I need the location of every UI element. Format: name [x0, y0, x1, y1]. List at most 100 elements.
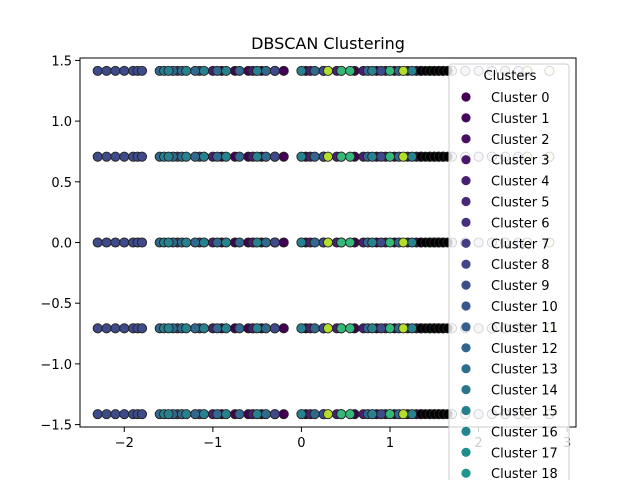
data-point — [296, 409, 307, 420]
data-point — [212, 151, 223, 162]
data-point — [163, 323, 174, 334]
data-point — [407, 409, 418, 420]
data-point — [221, 237, 232, 248]
x-tick-label: 1 — [386, 436, 394, 451]
legend-marker — [461, 385, 471, 395]
data-point — [376, 323, 387, 334]
data-point — [309, 151, 320, 162]
data-point — [376, 237, 387, 248]
data-point — [119, 65, 130, 76]
data-point — [336, 409, 347, 420]
data-point — [260, 237, 272, 248]
data-point — [345, 65, 356, 76]
legend-label: Cluster 17 — [491, 446, 558, 461]
legend-marker — [461, 196, 471, 207]
data-point — [322, 65, 334, 76]
legend-label: Cluster 7 — [491, 237, 550, 252]
data-point — [367, 151, 378, 162]
legend-label: Cluster 18 — [491, 467, 558, 480]
data-point — [198, 151, 210, 162]
data-point — [322, 237, 334, 248]
y-tick-label: 0.0 — [51, 237, 72, 252]
data-point — [278, 237, 289, 248]
data-point — [398, 65, 409, 76]
data-point — [110, 65, 121, 76]
legend-label: Cluster 0 — [491, 91, 550, 106]
legend-marker — [461, 343, 471, 353]
data-point — [181, 237, 192, 248]
legend-marker — [461, 113, 471, 123]
legend-label: Cluster 2 — [491, 133, 550, 148]
data-point — [296, 65, 307, 76]
legend-label: Cluster 11 — [491, 321, 558, 336]
data-point — [407, 237, 418, 248]
data-point — [345, 323, 356, 334]
data-point — [212, 409, 223, 420]
data-point — [345, 409, 356, 420]
legend-box — [448, 63, 570, 480]
data-point — [92, 323, 103, 334]
data-point — [110, 237, 121, 248]
data-point — [345, 151, 356, 162]
data-point — [252, 237, 263, 248]
data-point — [136, 237, 148, 248]
legend-marker — [461, 301, 471, 311]
data-point — [252, 409, 263, 420]
data-point — [269, 237, 280, 248]
data-point — [398, 237, 409, 248]
data-point — [92, 237, 103, 248]
legend-title: Clusters — [484, 69, 537, 84]
data-point — [181, 323, 192, 334]
data-point — [212, 237, 223, 248]
data-point — [278, 151, 289, 162]
data-point — [190, 323, 201, 334]
legend-marker — [461, 92, 471, 102]
data-point — [398, 151, 409, 162]
legend-marker — [461, 364, 471, 374]
data-point — [269, 409, 280, 420]
data-point — [367, 409, 378, 420]
legend-marker — [461, 447, 471, 457]
data-point — [119, 409, 130, 420]
y-tick-label: 1.5 — [51, 54, 72, 69]
data-point — [278, 65, 289, 76]
data-point — [367, 237, 378, 248]
data-point — [181, 151, 192, 162]
data-point — [212, 65, 223, 76]
data-point — [376, 65, 387, 76]
data-point — [336, 151, 347, 162]
data-point — [163, 65, 174, 76]
data-point — [101, 151, 112, 162]
data-point — [198, 237, 210, 248]
data-point — [322, 409, 334, 420]
data-point — [119, 323, 130, 334]
data-point — [198, 323, 210, 334]
legend-label: Cluster 14 — [491, 384, 558, 399]
data-point — [309, 323, 320, 334]
legend-label: Cluster 6 — [491, 216, 550, 231]
data-point — [252, 65, 263, 76]
data-point — [221, 151, 232, 162]
data-point — [163, 409, 174, 420]
legend-marker — [461, 280, 471, 290]
data-point — [212, 323, 223, 334]
data-point — [398, 409, 409, 420]
data-point — [336, 323, 347, 334]
data-point — [101, 237, 112, 248]
data-point — [136, 409, 148, 420]
legend-marker — [461, 322, 471, 332]
data-point — [367, 65, 378, 76]
data-point — [119, 237, 130, 248]
data-point — [234, 323, 245, 334]
data-point — [384, 151, 396, 162]
legend-label: Cluster 1 — [491, 112, 550, 127]
data-point — [252, 151, 263, 162]
data-point — [278, 323, 289, 334]
data-point — [407, 151, 418, 162]
data-point — [198, 409, 210, 420]
data-point — [407, 65, 418, 76]
data-point — [296, 151, 307, 162]
legend-label: Cluster 12 — [491, 342, 558, 357]
data-point — [136, 65, 148, 76]
data-point — [221, 65, 232, 76]
